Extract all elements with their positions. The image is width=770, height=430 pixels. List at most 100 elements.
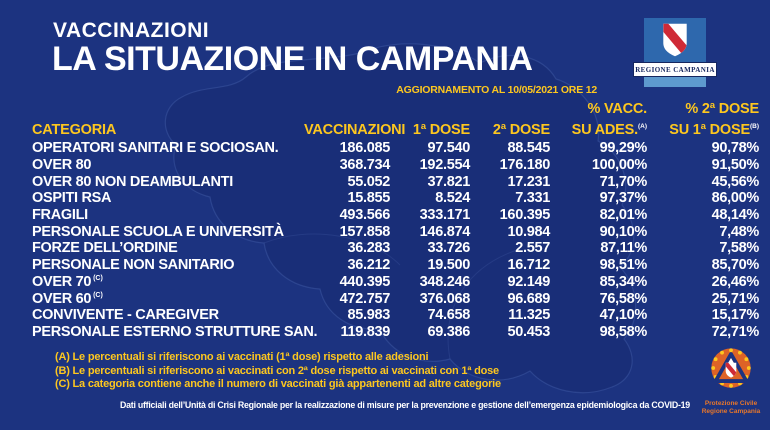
cell-dose2: 16.712: [507, 257, 550, 274]
table-row: FRAGILI 493.566 333.171 160.395 82,01% 48,14%: [32, 207, 759, 224]
cell-vaccinazioni: 15.855: [347, 190, 390, 207]
cell-pct-ades: 99,29%: [599, 140, 648, 157]
cell-pct-ades: 82,01%: [599, 207, 648, 224]
cell-pct-dose1: 26,46%: [711, 273, 760, 290]
table-row: OVER 80 NON DEAMBULANTI 55.052 37.821 17.23…: [32, 173, 759, 190]
pct-dose1-line2: SU 1ª DOSE(B): [669, 121, 759, 138]
cell-dose1: 33.726: [427, 240, 470, 257]
cell-pct-dose1: 91,50%: [711, 157, 760, 174]
table-row: OSPITI RSA 15.855 8.524 7.331 97,37% 86,00%: [32, 190, 759, 207]
pct-dose1-line1: % 2ª DOSE: [685, 101, 759, 117]
pct-ades-line1: % VACC.: [587, 101, 647, 117]
cell-vaccinazioni: 55.052: [347, 173, 390, 190]
protezione-civile-icon: [711, 348, 751, 388]
cell-pct-ades: 90,10%: [599, 223, 648, 240]
cell-dose2: 2.557: [515, 240, 550, 257]
cell-vaccinazioni: 493.566: [339, 207, 391, 224]
cell-categoria: FORZE DELL’ORDINE: [32, 240, 178, 257]
table-row: PERSONALE SCUOLA E UNIVERSITÀ 157.858 146.…: [32, 223, 759, 240]
footnote-ref-b: (B): [749, 123, 759, 130]
pct-ades-line2: SU ADES.(A): [571, 121, 647, 138]
source-line: Dati ufficiali dell’Unità di Crisi Regio…: [120, 400, 690, 410]
regione-logo-strip: [644, 77, 706, 87]
column-header-dose1: 1ª DOSE: [412, 121, 470, 138]
cell-categoria: FRAGILI: [32, 207, 88, 224]
cell-vaccinazioni: 472.757: [339, 290, 391, 307]
cell-pct-dose1: 15,17%: [711, 307, 760, 324]
cell-dose2: 7.331: [515, 190, 550, 207]
cell-pct-dose1: 7,48%: [719, 223, 759, 240]
page-title: LA SITUAZIONE IN CAMPANIA: [52, 40, 533, 78]
cell-vaccinazioni: 119.839: [340, 323, 390, 340]
cell-vaccinazioni: 85.983: [347, 307, 390, 324]
table-row: CONVIVENTE - CAREGIVER 85.983 74.658 11.325…: [32, 307, 759, 324]
cell-vaccinazioni: 157.858: [339, 223, 391, 240]
cell-categoria: CONVIVENTE - CAREGIVER: [32, 307, 219, 324]
cell-dose1: 376.068: [419, 290, 471, 307]
table-row: PERSONALE ESTERNO STRUTTURE SAN. 119.839 6…: [32, 324, 759, 341]
cell-dose1: 333.171: [419, 207, 471, 224]
cell-categoria: OVER 70 (C): [32, 273, 103, 290]
table-header: CATEGORIA VACCINAZIONI 1ª DOSE 2ª DOSE %…: [32, 101, 759, 138]
column-header-vaccinazioni: VACCINAZIONI: [304, 121, 406, 138]
cell-vaccinazioni: 36.283: [347, 240, 390, 257]
regione-logo-label: REGIONE CAMPANIA: [633, 62, 717, 77]
campania-shield-icon: [663, 23, 687, 57]
cell-pct-ades: 76,58%: [599, 290, 648, 307]
table-row: PERSONALE NON SANITARIO 36.212 19.500 16.71…: [32, 257, 759, 274]
cell-vaccinazioni: 440.395: [339, 273, 391, 290]
cell-dose1: 146.874: [419, 223, 471, 240]
cell-dose2: 88.545: [507, 140, 550, 157]
cell-pct-ades: 98,51%: [599, 257, 648, 274]
cell-dose1: 8.524: [435, 190, 470, 207]
cell-categoria: PERSONALE NON SANITARIO: [32, 257, 235, 274]
cell-dose1: 97.540: [427, 140, 470, 157]
cell-pct-dose1: 85,70%: [711, 257, 760, 274]
column-header-pct-dose1: % 2ª DOSE SU 1ª DOSE(B): [647, 101, 759, 139]
column-header-pct-ades: % VACC. SU ADES.(A): [550, 101, 648, 139]
cell-dose1: 192.554: [419, 157, 471, 174]
cell-pct-dose1: 48,14%: [711, 207, 760, 224]
cell-pct-ades: 71,70%: [599, 173, 648, 190]
cell-categoria: PERSONALE ESTERNO STRUTTURE SAN.: [32, 323, 318, 340]
table-row: FORZE DELL’ORDINE 36.283 33.726 2.557 87,11%…: [32, 240, 759, 257]
protezione-caption-line1: Protezione Civile: [704, 400, 758, 407]
regione-logo-box: [644, 18, 706, 62]
protezione-caption-line2: Regione Campania: [701, 407, 761, 415]
cell-pct-ades: 87,11%: [600, 240, 647, 257]
cell-pct-ades: 98,58%: [599, 323, 648, 340]
cell-dose1: 37.821: [427, 173, 470, 190]
cell-categoria: OSPITI RSA: [32, 190, 112, 207]
cell-pct-ades: 100,00%: [591, 157, 647, 174]
footnotes: (A) Le percentuali si riferiscono ai vac…: [55, 351, 501, 392]
cell-pct-dose1: 25,71%: [711, 290, 760, 307]
table-row: OVER 70 (C) 440.395 348.246 92.149 85,34% 26,…: [32, 274, 759, 291]
categoria-footnote-ref: (C): [91, 291, 103, 299]
cell-pct-ades: 97,37%: [599, 190, 648, 207]
cell-categoria: PERSONALE SCUOLA E UNIVERSITÀ: [32, 223, 284, 240]
cell-pct-dose1: 7,58%: [719, 240, 759, 257]
footnote-c: (C) La categoria contiene anche il numer…: [55, 378, 501, 390]
cell-dose2: 96.689: [507, 290, 550, 307]
cell-pct-ades: 85,34%: [599, 273, 648, 290]
cell-pct-dose1: 45,56%: [711, 173, 760, 190]
column-header-dose2: 2ª DOSE: [492, 121, 550, 138]
cell-dose2: 50.453: [507, 323, 550, 340]
footnote-a: (A) Le percentuali si riferiscono ai vac…: [55, 351, 429, 363]
cell-dose2: 176.180: [499, 157, 551, 174]
cell-vaccinazioni: 36.212: [347, 257, 390, 274]
table-row: OVER 80 368.734 192.554 176.180 100,00% 91,50…: [32, 157, 759, 174]
cell-dose2: 10.984: [507, 223, 550, 240]
footnote-ref-a: (A): [637, 123, 647, 130]
cell-dose1: 74.658: [427, 307, 470, 324]
cell-dose2: 11.325: [508, 307, 550, 324]
cell-dose1: 69.386: [427, 323, 470, 340]
cell-categoria: OPERATORI SANITARI E SOCIOSAN.: [32, 140, 279, 157]
cell-vaccinazioni: 186.085: [339, 140, 391, 157]
update-timestamp: AGGIORNAMENTO AL 10/05/2021 ORE 12: [396, 84, 597, 96]
cell-dose2: 92.149: [507, 273, 550, 290]
cell-dose1: 19.500: [427, 257, 470, 274]
cell-dose2: 160.395: [499, 207, 551, 224]
cell-categoria: OVER 80: [32, 157, 92, 174]
